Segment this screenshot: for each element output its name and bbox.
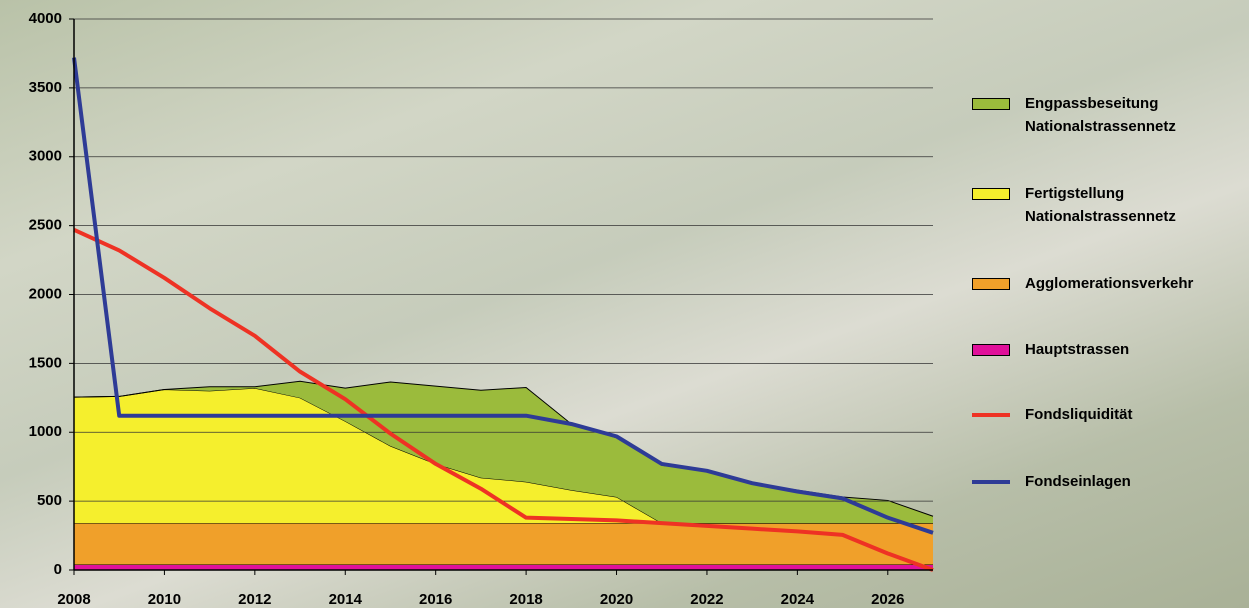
legend-label: Engpassbeseitung Nationalstrassennetz [1025,95,1176,135]
area [74,523,933,565]
y-tick-label: 2000 [29,285,62,302]
legend-swatch [972,480,1010,484]
line [73,227,934,572]
legend-label: Fertigstellung Nationalstrassennetz [1025,185,1176,225]
y-tick-label: 1000 [29,423,62,440]
y-tick-label: 2500 [29,217,62,234]
legend-swatch [972,344,1010,356]
y-tick-label: 3500 [29,79,62,96]
legend-item: Hauptstrassen [972,341,1129,361]
legend-item: Agglomerationsverkehr [972,275,1193,295]
legend-swatch [972,188,1010,200]
line [72,57,934,535]
legend-swatch [972,98,1010,110]
x-tick-label: 2010 [148,591,181,608]
y-tick-label: 1500 [29,354,62,371]
x-tick-label: 2024 [781,591,815,608]
area [74,381,933,524]
x-tick-label: 2014 [329,591,363,608]
legend-item: Engpassbeseitung Nationalstrassennetz [972,95,1235,138]
x-tick-label: 2026 [871,591,904,608]
legend-swatch [972,278,1010,290]
y-tick-label: 4000 [29,10,62,27]
x-tick-label: 2016 [419,591,452,608]
legend-item: Fondseinlagen [972,473,1131,493]
x-tick-label: 2012 [238,591,271,608]
y-tick-label: 0 [54,561,62,578]
legend-item: Fondsliquidität [972,406,1132,426]
legend-item: Fertigstellung Nationalstrassennetz [972,185,1235,228]
legend-label: Fondsliquidität [1025,406,1133,423]
x-tick-label: 2008 [57,591,90,608]
x-tick-label: 2022 [690,591,723,608]
x-tick-label: 2018 [509,591,542,608]
y-tick-label: 3000 [29,148,62,165]
lines [72,57,934,572]
area [74,564,933,570]
y-tick-label: 500 [37,492,62,509]
area [74,388,933,524]
legend-label: Fondseinlagen [1025,473,1131,490]
legend-label: Agglomerationsverkehr [1025,275,1194,292]
legend-label: Hauptstrassen [1025,341,1130,358]
areas [73,380,934,570]
legend-swatch [972,413,1010,417]
x-tick-label: 2020 [600,591,633,608]
